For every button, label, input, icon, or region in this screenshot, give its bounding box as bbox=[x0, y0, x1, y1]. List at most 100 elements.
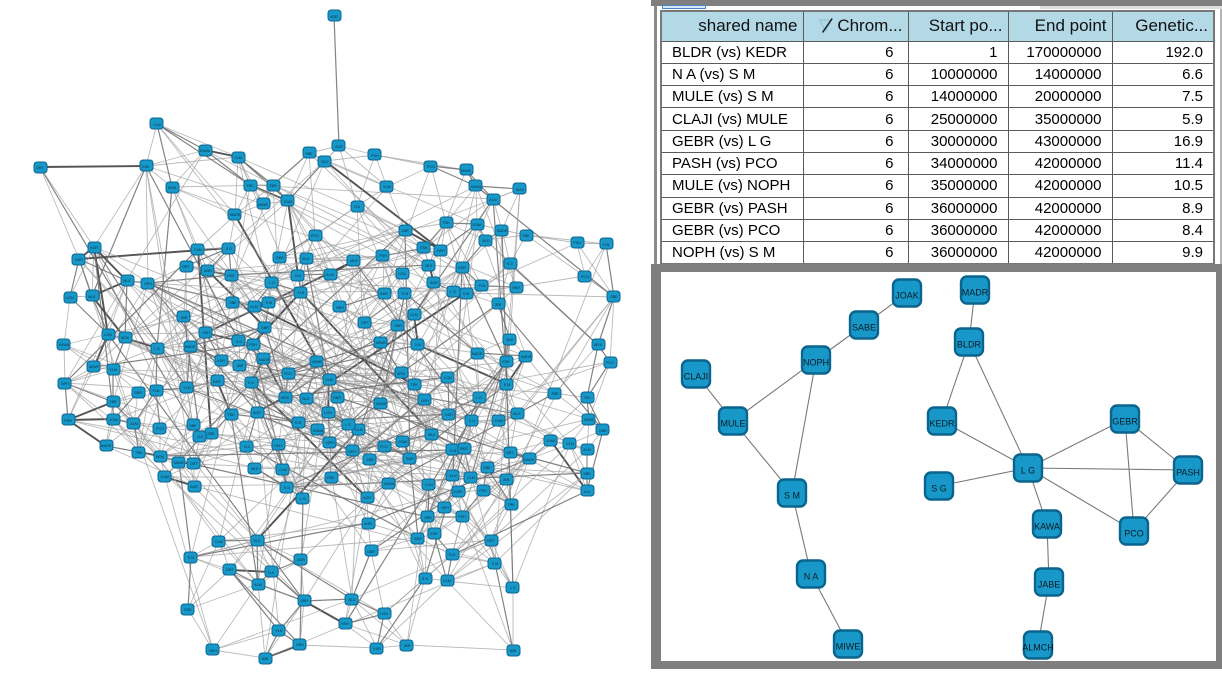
svg-text:MULE: MULE bbox=[720, 419, 745, 429]
svg-text:KDR: KDR bbox=[454, 490, 462, 494]
svg-text:TRK: TRK bbox=[227, 413, 235, 417]
svg-text:N A: N A bbox=[295, 274, 301, 278]
svg-text:CLM: CLM bbox=[153, 123, 161, 127]
svg-text:ZBR: ZBR bbox=[109, 400, 117, 404]
svg-text:KDR: KDR bbox=[458, 266, 466, 270]
svg-text:BLD: BLD bbox=[254, 539, 261, 543]
svg-text:FLN: FLN bbox=[450, 449, 457, 453]
svg-text:S M: S M bbox=[295, 421, 301, 425]
svg-text:CLM: CLM bbox=[443, 579, 451, 583]
svg-text:HSH: HSH bbox=[512, 286, 520, 290]
svg-text:MIWE: MIWE bbox=[376, 341, 386, 345]
svg-text:ALM: ALM bbox=[489, 198, 496, 202]
svg-text:JOAK: JOAK bbox=[472, 223, 482, 227]
svg-text:BKR: BKR bbox=[190, 485, 198, 489]
svg-text:MIWE: MIWE bbox=[836, 642, 861, 652]
svg-text:VLM: VLM bbox=[234, 156, 241, 160]
svg-text:AGR: AGR bbox=[253, 411, 261, 415]
svg-text:AGR: AGR bbox=[204, 269, 212, 273]
svg-text:VLM: VLM bbox=[109, 368, 116, 372]
svg-text:KEDR: KEDR bbox=[929, 419, 955, 429]
svg-text:DRT: DRT bbox=[361, 321, 369, 325]
svg-text:KDR: KDR bbox=[445, 413, 453, 417]
svg-text:MADR: MADR bbox=[497, 229, 508, 233]
svg-text:ESK: ESK bbox=[227, 274, 235, 278]
svg-text:HSH: HSH bbox=[341, 622, 349, 626]
svg-text:PCO: PCO bbox=[284, 372, 292, 376]
svg-text:L G: L G bbox=[476, 396, 482, 400]
svg-text:DRT: DRT bbox=[190, 462, 198, 466]
svg-text:LGN: LGN bbox=[324, 411, 332, 415]
svg-text:JBR: JBR bbox=[495, 303, 502, 307]
svg-text:AGR: AGR bbox=[364, 522, 372, 526]
svg-text:SBE: SBE bbox=[229, 301, 237, 305]
svg-text:PCO: PCO bbox=[1124, 529, 1144, 539]
svg-text:SABE: SABE bbox=[852, 323, 876, 333]
svg-text:JBR: JBR bbox=[503, 478, 510, 482]
svg-text:N A: N A bbox=[197, 435, 203, 439]
svg-text:L G: L G bbox=[345, 423, 351, 427]
svg-text:FLN: FLN bbox=[603, 243, 610, 247]
svg-text:AGR: AGR bbox=[335, 145, 343, 149]
svg-text:WSK: WSK bbox=[121, 336, 130, 340]
svg-text:CLAJI: CLAJI bbox=[684, 372, 709, 382]
svg-text:KAWA: KAWA bbox=[471, 185, 482, 189]
svg-text:S M: S M bbox=[402, 292, 408, 296]
svg-text:BKR: BKR bbox=[380, 292, 388, 296]
svg-text:JBR: JBR bbox=[181, 316, 188, 320]
svg-text:JOAK: JOAK bbox=[109, 418, 119, 422]
svg-text:BKR: BKR bbox=[406, 457, 414, 461]
svg-text:MIWE: MIWE bbox=[89, 365, 99, 369]
svg-text:GBR: GBR bbox=[134, 391, 142, 395]
svg-text:PSH: PSH bbox=[371, 154, 379, 158]
svg-text:NPH: NPH bbox=[348, 450, 356, 454]
svg-text:MIWE: MIWE bbox=[258, 203, 268, 207]
svg-text:MADR: MADR bbox=[472, 352, 483, 356]
svg-text:ZBR: ZBR bbox=[401, 229, 409, 233]
svg-text:CLM: CLM bbox=[279, 468, 287, 472]
svg-text:PASH: PASH bbox=[1176, 468, 1200, 478]
svg-text:PSH: PSH bbox=[458, 515, 466, 519]
svg-text:WSK: WSK bbox=[281, 396, 290, 400]
svg-text:SBE: SBE bbox=[189, 424, 197, 428]
svg-text:SBE: SBE bbox=[522, 234, 530, 238]
svg-text:S G: S G bbox=[422, 577, 428, 581]
svg-text:VLM: VLM bbox=[566, 442, 573, 446]
svg-text:MLE: MLE bbox=[251, 467, 259, 471]
svg-text:PSH: PSH bbox=[573, 241, 581, 245]
svg-text:DRT: DRT bbox=[182, 265, 190, 269]
svg-text:CLM: CLM bbox=[215, 540, 223, 544]
svg-text:FLN: FLN bbox=[298, 291, 305, 295]
svg-text:MADR: MADR bbox=[230, 213, 241, 217]
svg-text:MIWE: MIWE bbox=[461, 169, 471, 173]
svg-text:VLM: VLM bbox=[183, 386, 190, 390]
svg-text:ESK: ESK bbox=[327, 476, 335, 480]
svg-text:GEBR: GEBR bbox=[1112, 417, 1138, 427]
svg-text:KAWA: KAWA bbox=[313, 429, 324, 433]
svg-text:BLD: BLD bbox=[322, 160, 329, 164]
svg-text:JOAK: JOAK bbox=[160, 475, 170, 479]
svg-text:DRT: DRT bbox=[506, 451, 514, 455]
svg-text:TRK: TRK bbox=[442, 221, 450, 225]
svg-text:LGN: LGN bbox=[398, 272, 406, 276]
svg-text:JBR: JBR bbox=[237, 364, 244, 368]
svg-text:PSH: PSH bbox=[249, 343, 257, 347]
svg-text:L G: L G bbox=[269, 281, 275, 285]
svg-text:N A: N A bbox=[584, 490, 590, 494]
svg-text:WSK: WSK bbox=[168, 186, 177, 190]
svg-text:NPH: NPH bbox=[336, 306, 344, 310]
svg-text:BLD: BLD bbox=[483, 239, 490, 243]
svg-text:S G: S G bbox=[284, 486, 290, 490]
svg-text:BLD: BLD bbox=[349, 598, 356, 602]
svg-text:MIWE: MIWE bbox=[174, 461, 184, 465]
svg-text:GBR: GBR bbox=[300, 599, 308, 603]
svg-text:DRT: DRT bbox=[36, 166, 44, 170]
svg-text:WSK: WSK bbox=[516, 188, 525, 192]
svg-text:N A: N A bbox=[804, 572, 819, 582]
svg-text:KDR: KDR bbox=[75, 258, 83, 262]
svg-text:ZBR: ZBR bbox=[269, 184, 277, 188]
svg-text:AGR: AGR bbox=[297, 558, 305, 562]
svg-text:TRK: TRK bbox=[583, 396, 591, 400]
svg-text:WSK: WSK bbox=[397, 372, 406, 376]
svg-text:PCO: PCO bbox=[581, 275, 589, 279]
